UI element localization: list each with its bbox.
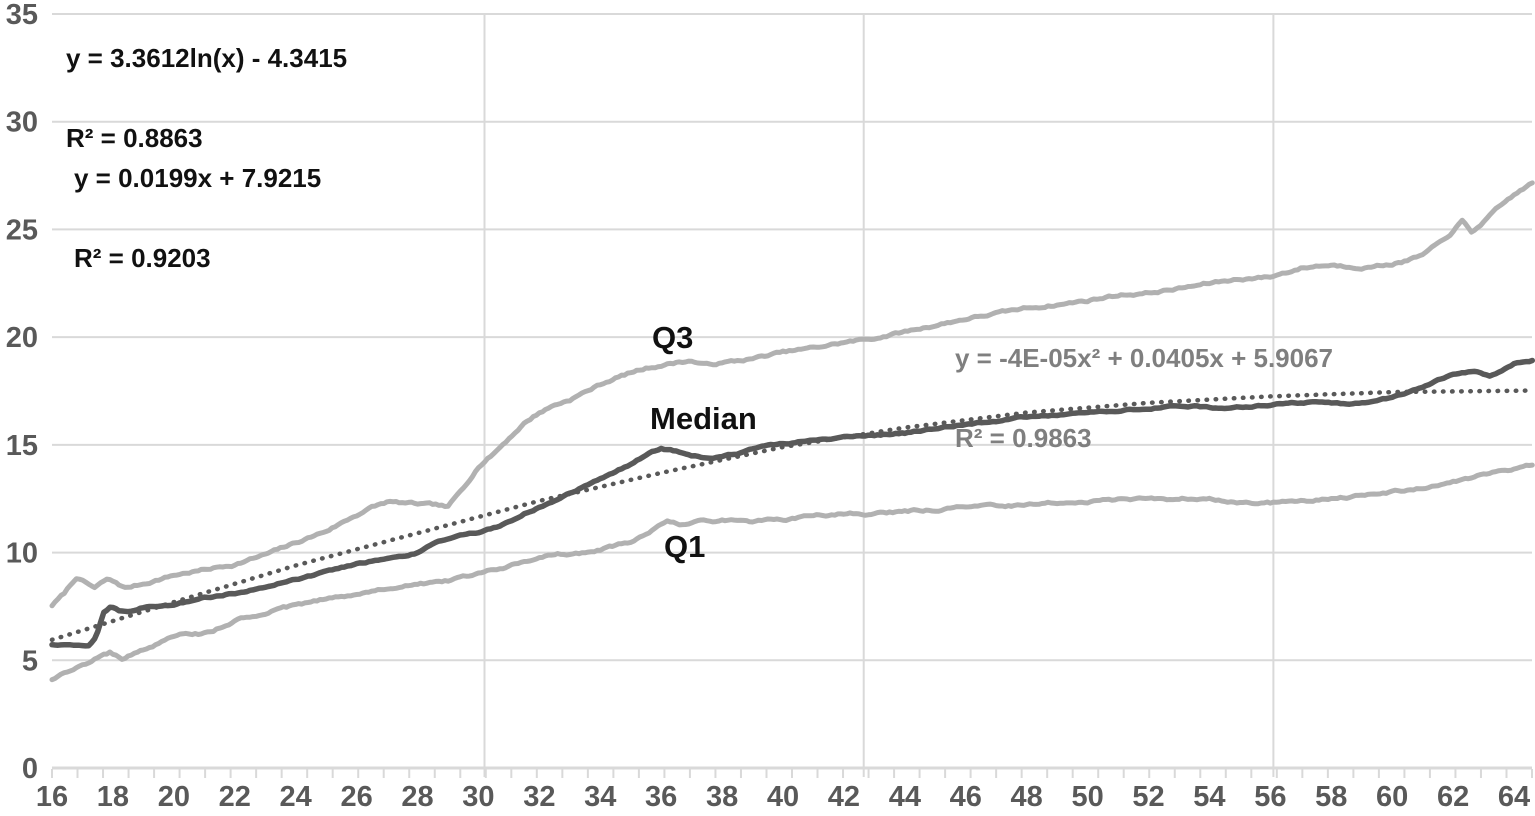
- equation-linear-r2: R² = 0.9203: [74, 243, 211, 273]
- x-tick-label: 60: [1376, 781, 1408, 813]
- series-label-q3: Q3: [652, 320, 694, 355]
- x-tick-label: 16: [36, 781, 68, 813]
- x-tick-label: 52: [1132, 781, 1164, 813]
- x-tick-label: 46: [950, 781, 982, 813]
- series-line-median: [49, 357, 1535, 649]
- equation-poly-r2: R² = 0.9863: [955, 423, 1092, 453]
- y-tick-label: 15: [6, 430, 38, 462]
- x-tick-label: 64: [1498, 781, 1530, 813]
- x-tick-label: 30: [462, 781, 494, 813]
- y-tick-label: 20: [6, 322, 38, 354]
- x-tick-label: 44: [889, 781, 921, 813]
- x-tick-label: 22: [219, 781, 251, 813]
- x-tick-label: 36: [645, 781, 677, 813]
- equation-log-line1: y = 3.3612ln(x) - 4.3415: [66, 43, 348, 73]
- x-tick-label: 38: [706, 781, 738, 813]
- series-line-q1: [49, 462, 1535, 683]
- x-tick-label: 56: [1254, 781, 1286, 813]
- x-tick-label: 32: [523, 781, 555, 813]
- x-tick-label: 54: [1193, 781, 1225, 813]
- x-tick-label: 40: [767, 781, 799, 813]
- x-tick-label: 28: [401, 781, 433, 813]
- equation-linear-annotation: y = 0.0199x + 7.9215 R² = 0.9203: [74, 158, 321, 278]
- x-tick-label: 48: [1011, 781, 1043, 813]
- series-label-q1: Q1: [664, 529, 706, 564]
- x-tick-label: 58: [1315, 781, 1347, 813]
- x-tick-label: 20: [158, 781, 190, 813]
- y-tick-label: 5: [22, 645, 38, 677]
- x-tick-label: 26: [340, 781, 372, 813]
- y-tick-label: 10: [6, 538, 38, 570]
- y-tick-label: 25: [6, 214, 38, 246]
- x-tick-label: 18: [97, 781, 129, 813]
- x-tick-label: 24: [280, 781, 312, 813]
- x-tick-label: 62: [1437, 781, 1469, 813]
- equation-poly-annotation: y = -4E-05x² + 0.0405x + 5.9067 R² = 0.9…: [955, 338, 1333, 458]
- series-label-median: Median: [650, 401, 757, 436]
- y-tick-label: 0: [22, 753, 38, 785]
- equation-linear-line1: y = 0.0199x + 7.9215: [74, 163, 322, 193]
- equation-log-r2: R² = 0.8863: [66, 123, 203, 153]
- x-tick-label: 34: [584, 781, 616, 813]
- equation-poly-line1: y = -4E-05x² + 0.0405x + 5.9067: [955, 343, 1334, 373]
- series-line-q3: [49, 180, 1535, 609]
- y-tick-label: 35: [6, 0, 38, 31]
- x-tick-label: 42: [828, 781, 860, 813]
- y-tick-label: 30: [6, 107, 38, 139]
- equation-log-annotation: y = 3.3612ln(x) - 4.3415 R² = 0.8863: [66, 38, 347, 158]
- x-tick-label: 50: [1071, 781, 1103, 813]
